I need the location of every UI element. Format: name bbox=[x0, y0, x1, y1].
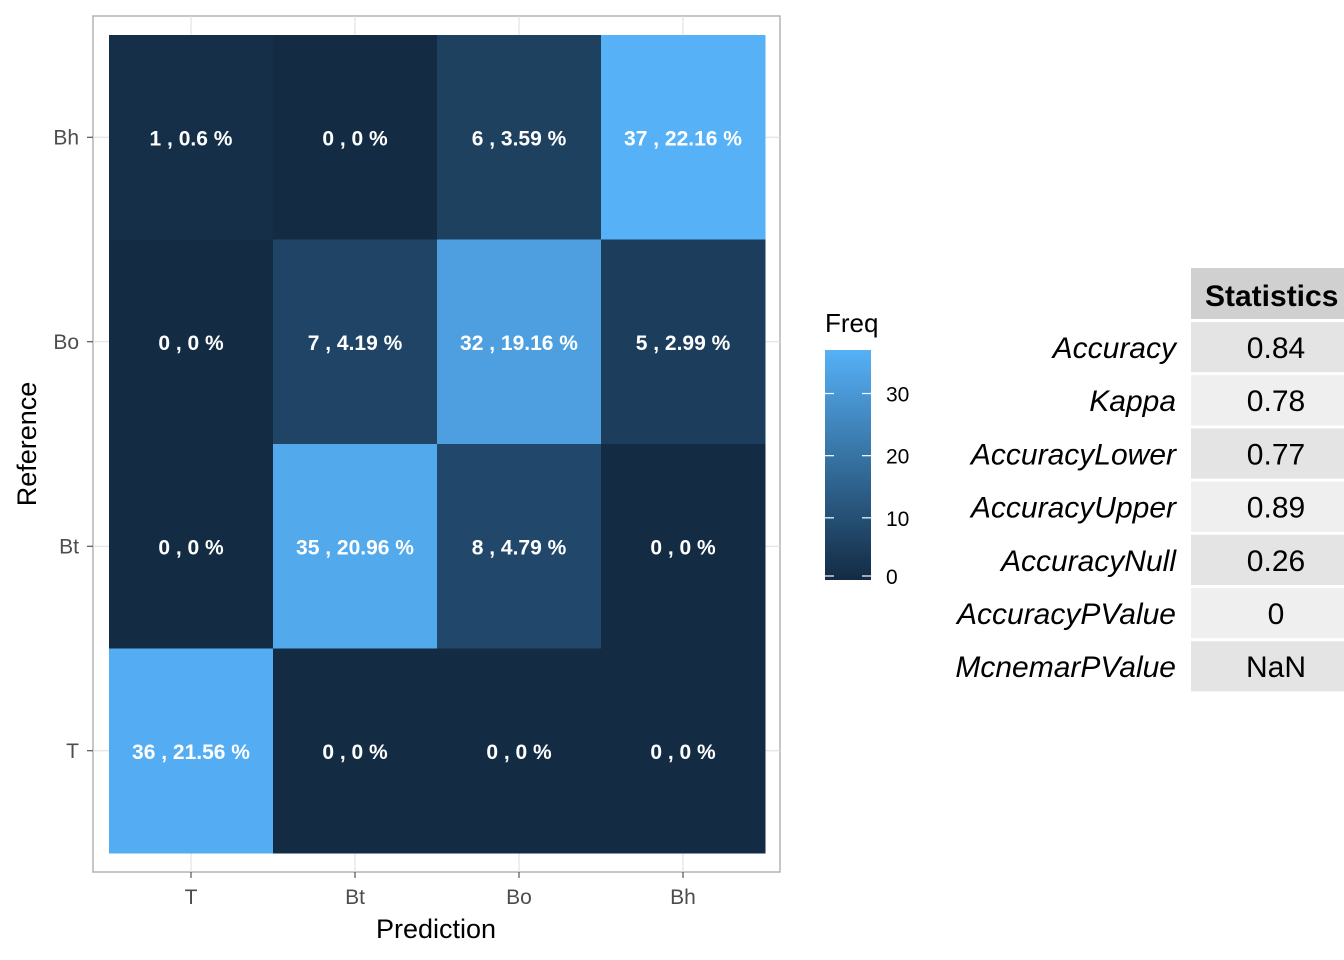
statistics-rows: Accuracy 0.84 Kappa 0.78 AccuracyLower 0.77 Ac… bbox=[955, 322, 1344, 692]
legend-colorbar bbox=[825, 350, 871, 580]
cell-label: 37 , 22.16 % bbox=[624, 127, 742, 150]
y-tick-label: T bbox=[66, 740, 79, 763]
cell-label: 35 , 20.96 % bbox=[296, 536, 414, 559]
heatmap-cell bbox=[601, 35, 766, 240]
cell-label: 6 , 3.59 % bbox=[472, 127, 567, 150]
statistics-row-label: AccuracyLower bbox=[969, 438, 1177, 471]
x-axis-ticks: T Bt Bo Bh bbox=[185, 872, 696, 909]
x-tick-label: Bh bbox=[670, 886, 696, 909]
statistics-row-value: 0.89 bbox=[1247, 492, 1305, 525]
cell-label: 0 , 0 % bbox=[322, 127, 388, 150]
heatmap-cell bbox=[601, 648, 766, 854]
cell-label: 0 , 0 % bbox=[322, 741, 388, 764]
y-axis-ticks: Bh Bo Bt T bbox=[53, 126, 93, 763]
statistics-row-value: 0 bbox=[1268, 598, 1285, 631]
statistics-header: Statistics bbox=[1205, 280, 1338, 313]
heatmap-cell bbox=[109, 239, 274, 445]
heatmap-cell bbox=[437, 239, 602, 445]
statistics-header-cell bbox=[1191, 268, 1344, 319]
statistics-row-label: AccuracyUpper bbox=[969, 492, 1177, 525]
statistics-row-label: AccuracyNull bbox=[999, 545, 1177, 578]
cell-label: 32 , 19.16 % bbox=[460, 332, 578, 355]
y-tick-label: Bh bbox=[53, 126, 79, 149]
heatmap-cell bbox=[109, 648, 274, 854]
legend-tick-label: 0 bbox=[886, 566, 898, 589]
heatmap-cell bbox=[601, 239, 766, 445]
cell-label: 36 , 21.56 % bbox=[132, 741, 250, 764]
legend-tick-label: 10 bbox=[886, 508, 909, 531]
statistics-row-value: 0.26 bbox=[1247, 545, 1305, 578]
cell-label: 0 , 0 % bbox=[650, 741, 716, 764]
cell-label: 0 , 0 % bbox=[158, 536, 224, 559]
statistics-row-value: 0.78 bbox=[1247, 385, 1305, 418]
x-tick-label: T bbox=[185, 886, 198, 909]
heatmap-cell bbox=[273, 444, 438, 649]
x-tick-label: Bo bbox=[506, 886, 532, 909]
cell-label: 5 , 2.99 % bbox=[636, 332, 731, 355]
y-axis-title: Reference bbox=[12, 382, 42, 507]
heatmap-cells: 1 , 0.6 % 0 , 0 % 6 , 3.59 % 37 , 22.16 % 0 … bbox=[109, 35, 766, 854]
x-axis-title: Prediction bbox=[376, 914, 496, 944]
statistics-row-label: AccuracyPValue bbox=[955, 598, 1176, 631]
cell-label: 7 , 4.19 % bbox=[308, 332, 403, 355]
cell-label: 0 , 0 % bbox=[158, 332, 224, 355]
cell-label: 1 , 0.6 % bbox=[150, 127, 233, 150]
y-tick-label: Bt bbox=[59, 535, 79, 558]
cell-label: 8 , 4.79 % bbox=[472, 536, 567, 559]
heatmap-cell bbox=[437, 35, 602, 240]
statistics-value-cell bbox=[1191, 375, 1344, 426]
statistics-row-value: 0.84 bbox=[1247, 332, 1305, 365]
statistics-value-cell bbox=[1191, 322, 1344, 373]
heatmap-cell bbox=[273, 239, 438, 445]
statistics-value-cell bbox=[1191, 481, 1344, 532]
heatmap-cell bbox=[437, 648, 602, 854]
statistics-row-value: 0.77 bbox=[1247, 438, 1305, 471]
legend: Freq 0 10 20 30 bbox=[825, 308, 909, 589]
statistics-row-label: Accuracy bbox=[1051, 332, 1178, 365]
legend-ticks: 0 10 20 30 bbox=[825, 384, 909, 589]
legend-title: Freq bbox=[825, 308, 878, 338]
statistics-row-label: McnemarPValue bbox=[955, 651, 1176, 684]
statistics-value-cell bbox=[1191, 428, 1344, 479]
statistics-value-cell bbox=[1191, 641, 1344, 692]
statistics-value-cell bbox=[1191, 534, 1344, 585]
cell-label: 0 , 0 % bbox=[486, 741, 552, 764]
heatmap-cell bbox=[601, 444, 766, 649]
heatmap-cell bbox=[437, 444, 602, 649]
heatmap-cell bbox=[273, 648, 438, 854]
legend-tick-label: 20 bbox=[886, 446, 909, 469]
y-tick-label: Bo bbox=[53, 331, 79, 354]
heatmap-cell bbox=[109, 35, 274, 240]
statistics-row-value: NaN bbox=[1246, 651, 1306, 684]
statistics-row-label: Kappa bbox=[1089, 385, 1176, 418]
heatmap-cell bbox=[109, 444, 274, 649]
x-tick-label: Bt bbox=[345, 886, 365, 909]
heatmap-cell bbox=[273, 35, 438, 240]
legend-tick-label: 30 bbox=[886, 384, 909, 407]
cell-label: 0 , 0 % bbox=[650, 536, 716, 559]
statistics-value-cell bbox=[1191, 588, 1344, 639]
